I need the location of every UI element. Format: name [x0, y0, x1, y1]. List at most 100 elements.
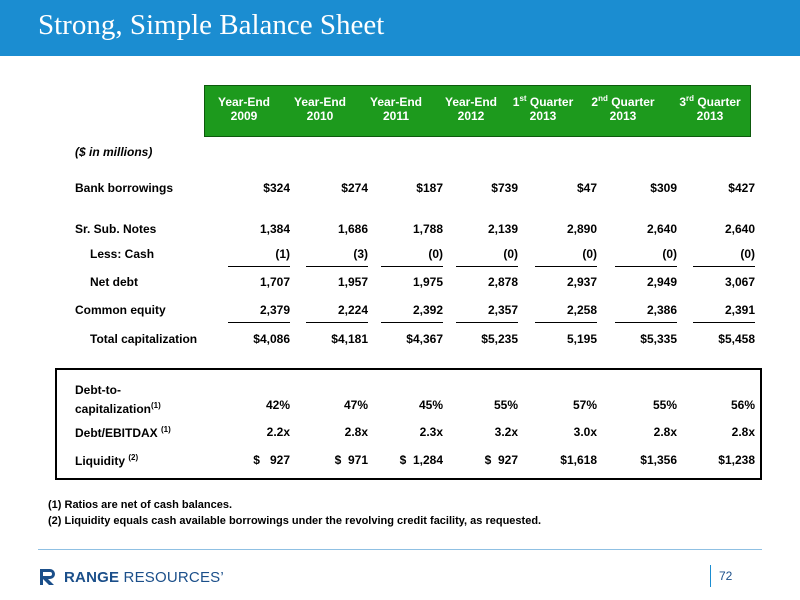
- table-cell: $4,367: [406, 332, 443, 346]
- subtotal-underline: [456, 266, 518, 267]
- logo-text: RANGE RESOURCES’: [64, 568, 224, 586]
- row-label-1: Bank borrowings: [75, 181, 174, 195]
- range-resources-logo: RANGE RESOURCES’: [38, 566, 224, 588]
- subtotal-underline: [615, 266, 677, 267]
- table-cell: (1): [275, 247, 290, 261]
- subtotal-underline: [535, 266, 597, 267]
- table-cell: 2,640: [646, 222, 677, 236]
- table-cell: $47: [576, 181, 597, 195]
- ratio-label-3: Liquidity (2): [75, 453, 139, 468]
- range-logo-icon: [40, 569, 55, 585]
- table-cell: 5,195: [566, 332, 597, 346]
- table-cell: (0): [662, 247, 677, 261]
- subtotal-underline: [228, 266, 290, 267]
- table-cell: 2,890: [566, 222, 597, 236]
- ratio-cell: 42%: [265, 398, 290, 412]
- ratio-cell: $1,238: [718, 453, 755, 467]
- table-cell: $274: [341, 181, 368, 195]
- ratios-box: [55, 368, 762, 480]
- ratio-label-1: Debt-to-capitalization(1): [75, 383, 161, 416]
- ratio-cell: 2.2x: [266, 425, 290, 439]
- subtotal-underline: [381, 266, 443, 267]
- subtotal-underline: [456, 322, 518, 323]
- footnote-2: (2) Liquidity equals cash available borr…: [48, 515, 542, 527]
- subtotal-underline: [381, 322, 443, 323]
- page-number: 72: [719, 569, 733, 583]
- table-cell: 2,224: [337, 303, 368, 317]
- ratio-cell: 2.8x: [731, 425, 755, 439]
- table-cell: $5,458: [718, 332, 755, 346]
- ratio-cell: 2.3x: [419, 425, 443, 439]
- ratio-cell: $ 971: [334, 453, 368, 467]
- ratio-cell: 3.0x: [573, 425, 597, 439]
- table-cell: 2,386: [646, 303, 677, 317]
- table-cell: 2,949: [646, 275, 677, 289]
- subtotal-underline: [693, 266, 755, 267]
- column-header-1: Year-End 2009: [217, 95, 271, 123]
- table-cell: 1,707: [259, 275, 290, 289]
- slide-title: Strong, Simple Balance Sheet: [38, 9, 385, 41]
- table-cell: 1,957: [337, 275, 368, 289]
- ratio-cell: 2.8x: [653, 425, 677, 439]
- table-cell: $739: [491, 181, 518, 195]
- ratio-cell: 47%: [343, 398, 368, 412]
- footnote-1: (1) Ratios are net of cash balances.: [48, 499, 233, 511]
- table-cell: (0): [582, 247, 597, 261]
- ratio-cell: $1,618: [560, 453, 597, 467]
- table-cell: (0): [503, 247, 518, 261]
- ratio-cell: 55%: [493, 398, 518, 412]
- ratio-cell: 55%: [652, 398, 677, 412]
- table-cell: 2,357: [487, 303, 518, 317]
- table-cell: 2,379: [259, 303, 290, 317]
- title-bar: [0, 0, 800, 56]
- table-cell: 3,067: [724, 275, 755, 289]
- ratio-cell: 56%: [730, 398, 755, 412]
- column-header-6: 2nd Quarter 2013: [591, 94, 655, 124]
- table-cell: 1,788: [412, 222, 443, 236]
- row-label-3: Less: Cash: [90, 247, 155, 261]
- table-cell: 1,975: [412, 275, 443, 289]
- table-cell: $4,086: [253, 332, 290, 346]
- ratio-cell: $ 927: [484, 453, 518, 467]
- column-header-3: Year-End 2011: [369, 95, 423, 123]
- subtotal-underline: [615, 322, 677, 323]
- bottom-rule: [38, 549, 762, 550]
- table-cell: $5,335: [640, 332, 677, 346]
- table-cell: (0): [740, 247, 755, 261]
- ratio-cell: $ 1,284: [399, 453, 443, 467]
- subtotal-underline: [693, 322, 755, 323]
- table-cell: 2,139: [487, 222, 518, 236]
- table-cell: 1,384: [259, 222, 290, 236]
- subtotal-underline: [306, 322, 368, 323]
- ratio-cell: 45%: [418, 398, 443, 412]
- table-cell: $427: [728, 181, 755, 195]
- table-cell: 2,937: [566, 275, 597, 289]
- table-header-row: [204, 85, 751, 137]
- ratio-cell: $ 927: [253, 453, 290, 467]
- ratio-cell: 2.8x: [344, 425, 368, 439]
- table-cell: $324: [263, 181, 290, 195]
- column-header-2: Year-End 2010: [293, 95, 347, 123]
- table-cell: $5,235: [481, 332, 518, 346]
- subtotal-underline: [228, 322, 290, 323]
- column-header-5: 1st Quarter 2013: [512, 94, 574, 124]
- ratio-cell: 57%: [572, 398, 597, 412]
- table-cell: (0): [428, 247, 443, 261]
- column-header-4: Year-End 2012: [444, 95, 498, 123]
- units-label: ($ in millions): [75, 145, 153, 159]
- row-label-2: Sr. Sub. Notes: [75, 222, 157, 236]
- table-cell: 2,392: [412, 303, 443, 317]
- table-cell: 2,258: [566, 303, 597, 317]
- page-separator: [710, 565, 711, 587]
- table-cell: (3): [353, 247, 368, 261]
- table-cell: 2,391: [724, 303, 755, 317]
- subtotal-underline: [306, 266, 368, 267]
- row-label-6: Total capitalization: [90, 332, 198, 346]
- ratio-cell: $1,356: [640, 453, 677, 467]
- subtotal-underline: [535, 322, 597, 323]
- table-cell: 2,878: [487, 275, 518, 289]
- row-label-5: Common equity: [75, 303, 166, 317]
- table-cell: $309: [650, 181, 677, 195]
- row-label-4: Net debt: [90, 275, 138, 289]
- ratio-cell: 3.2x: [494, 425, 518, 439]
